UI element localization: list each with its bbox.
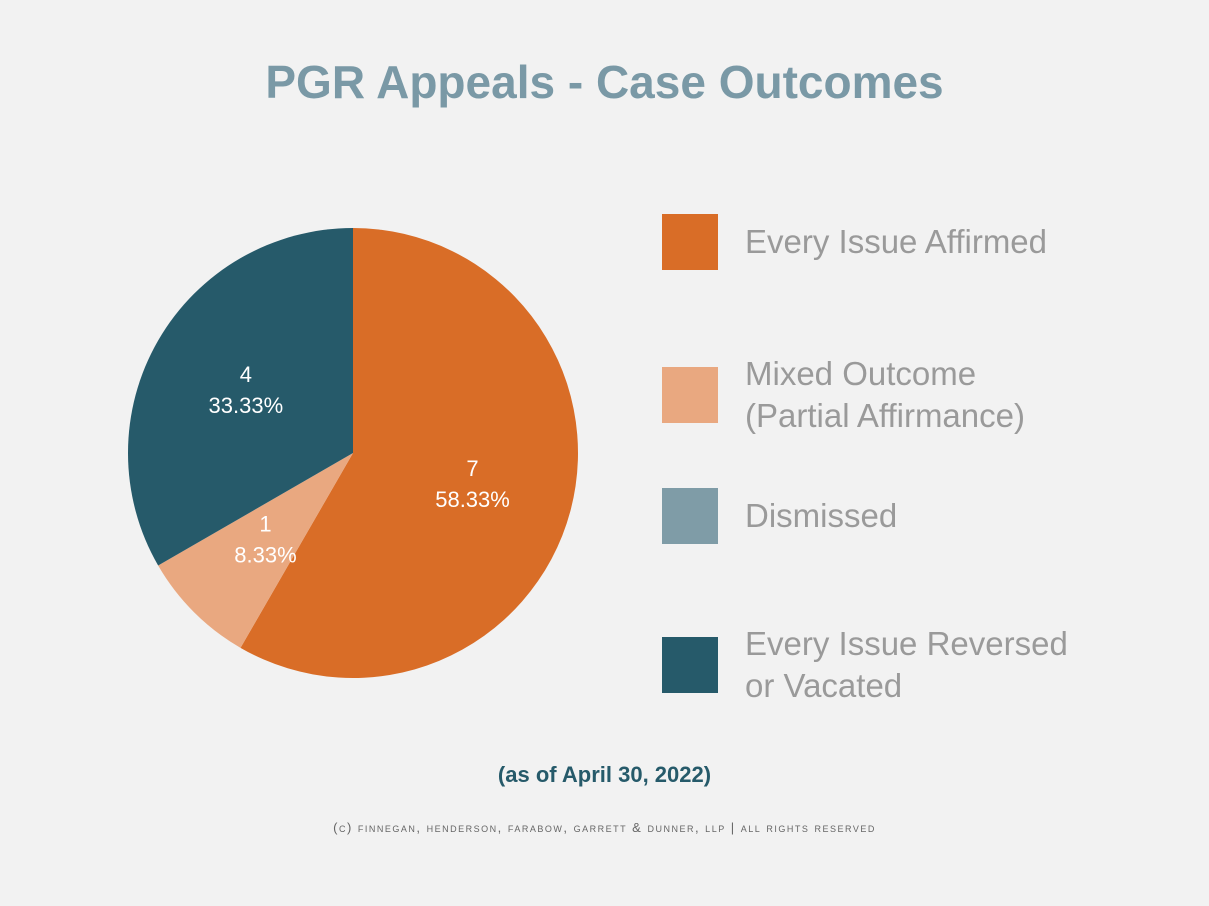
footer: (c) finnegan, henderson, farabow, garret… bbox=[333, 820, 876, 835]
legend-swatch bbox=[662, 488, 718, 544]
pie-slice bbox=[158, 453, 353, 648]
percent-label: 33.33% bbox=[209, 393, 284, 418]
pie-chart: 7 58.33% 1 8.33% 4 33.33% bbox=[128, 228, 578, 678]
legend-swatch bbox=[662, 367, 718, 423]
subtitle: (as of April 30, 2022) bbox=[497, 762, 712, 787]
legend-swatch bbox=[662, 637, 718, 693]
percent-label: 58.33% bbox=[435, 487, 510, 512]
legend-label: Every Issue Affirmed bbox=[745, 223, 1048, 260]
legend-item: Dismissed bbox=[662, 488, 1085, 544]
chart-title: PGR Appeals - Case Outcomes bbox=[265, 56, 944, 108]
legend-item: Every Issue Affirmed bbox=[662, 214, 1085, 270]
pie-slice bbox=[128, 228, 353, 566]
legend-label: Dismissed bbox=[745, 497, 898, 534]
legend-item: Mixed Outcome (Partial Affirmance) bbox=[662, 353, 1085, 437]
legend-label: Mixed Outcome (Partial Affirmance) bbox=[745, 355, 1025, 434]
count-label: 7 bbox=[466, 456, 478, 481]
legend-swatch bbox=[662, 214, 718, 270]
count-label: 4 bbox=[240, 362, 252, 387]
legend-label: Every Issue Reversed or Vacated bbox=[745, 625, 1068, 704]
count-label: 1 bbox=[259, 511, 271, 536]
pie-slice bbox=[240, 228, 578, 678]
percent-label: 8.33% bbox=[234, 542, 296, 567]
legend-item: Every Issue Reversed or Vacated bbox=[662, 623, 1085, 707]
